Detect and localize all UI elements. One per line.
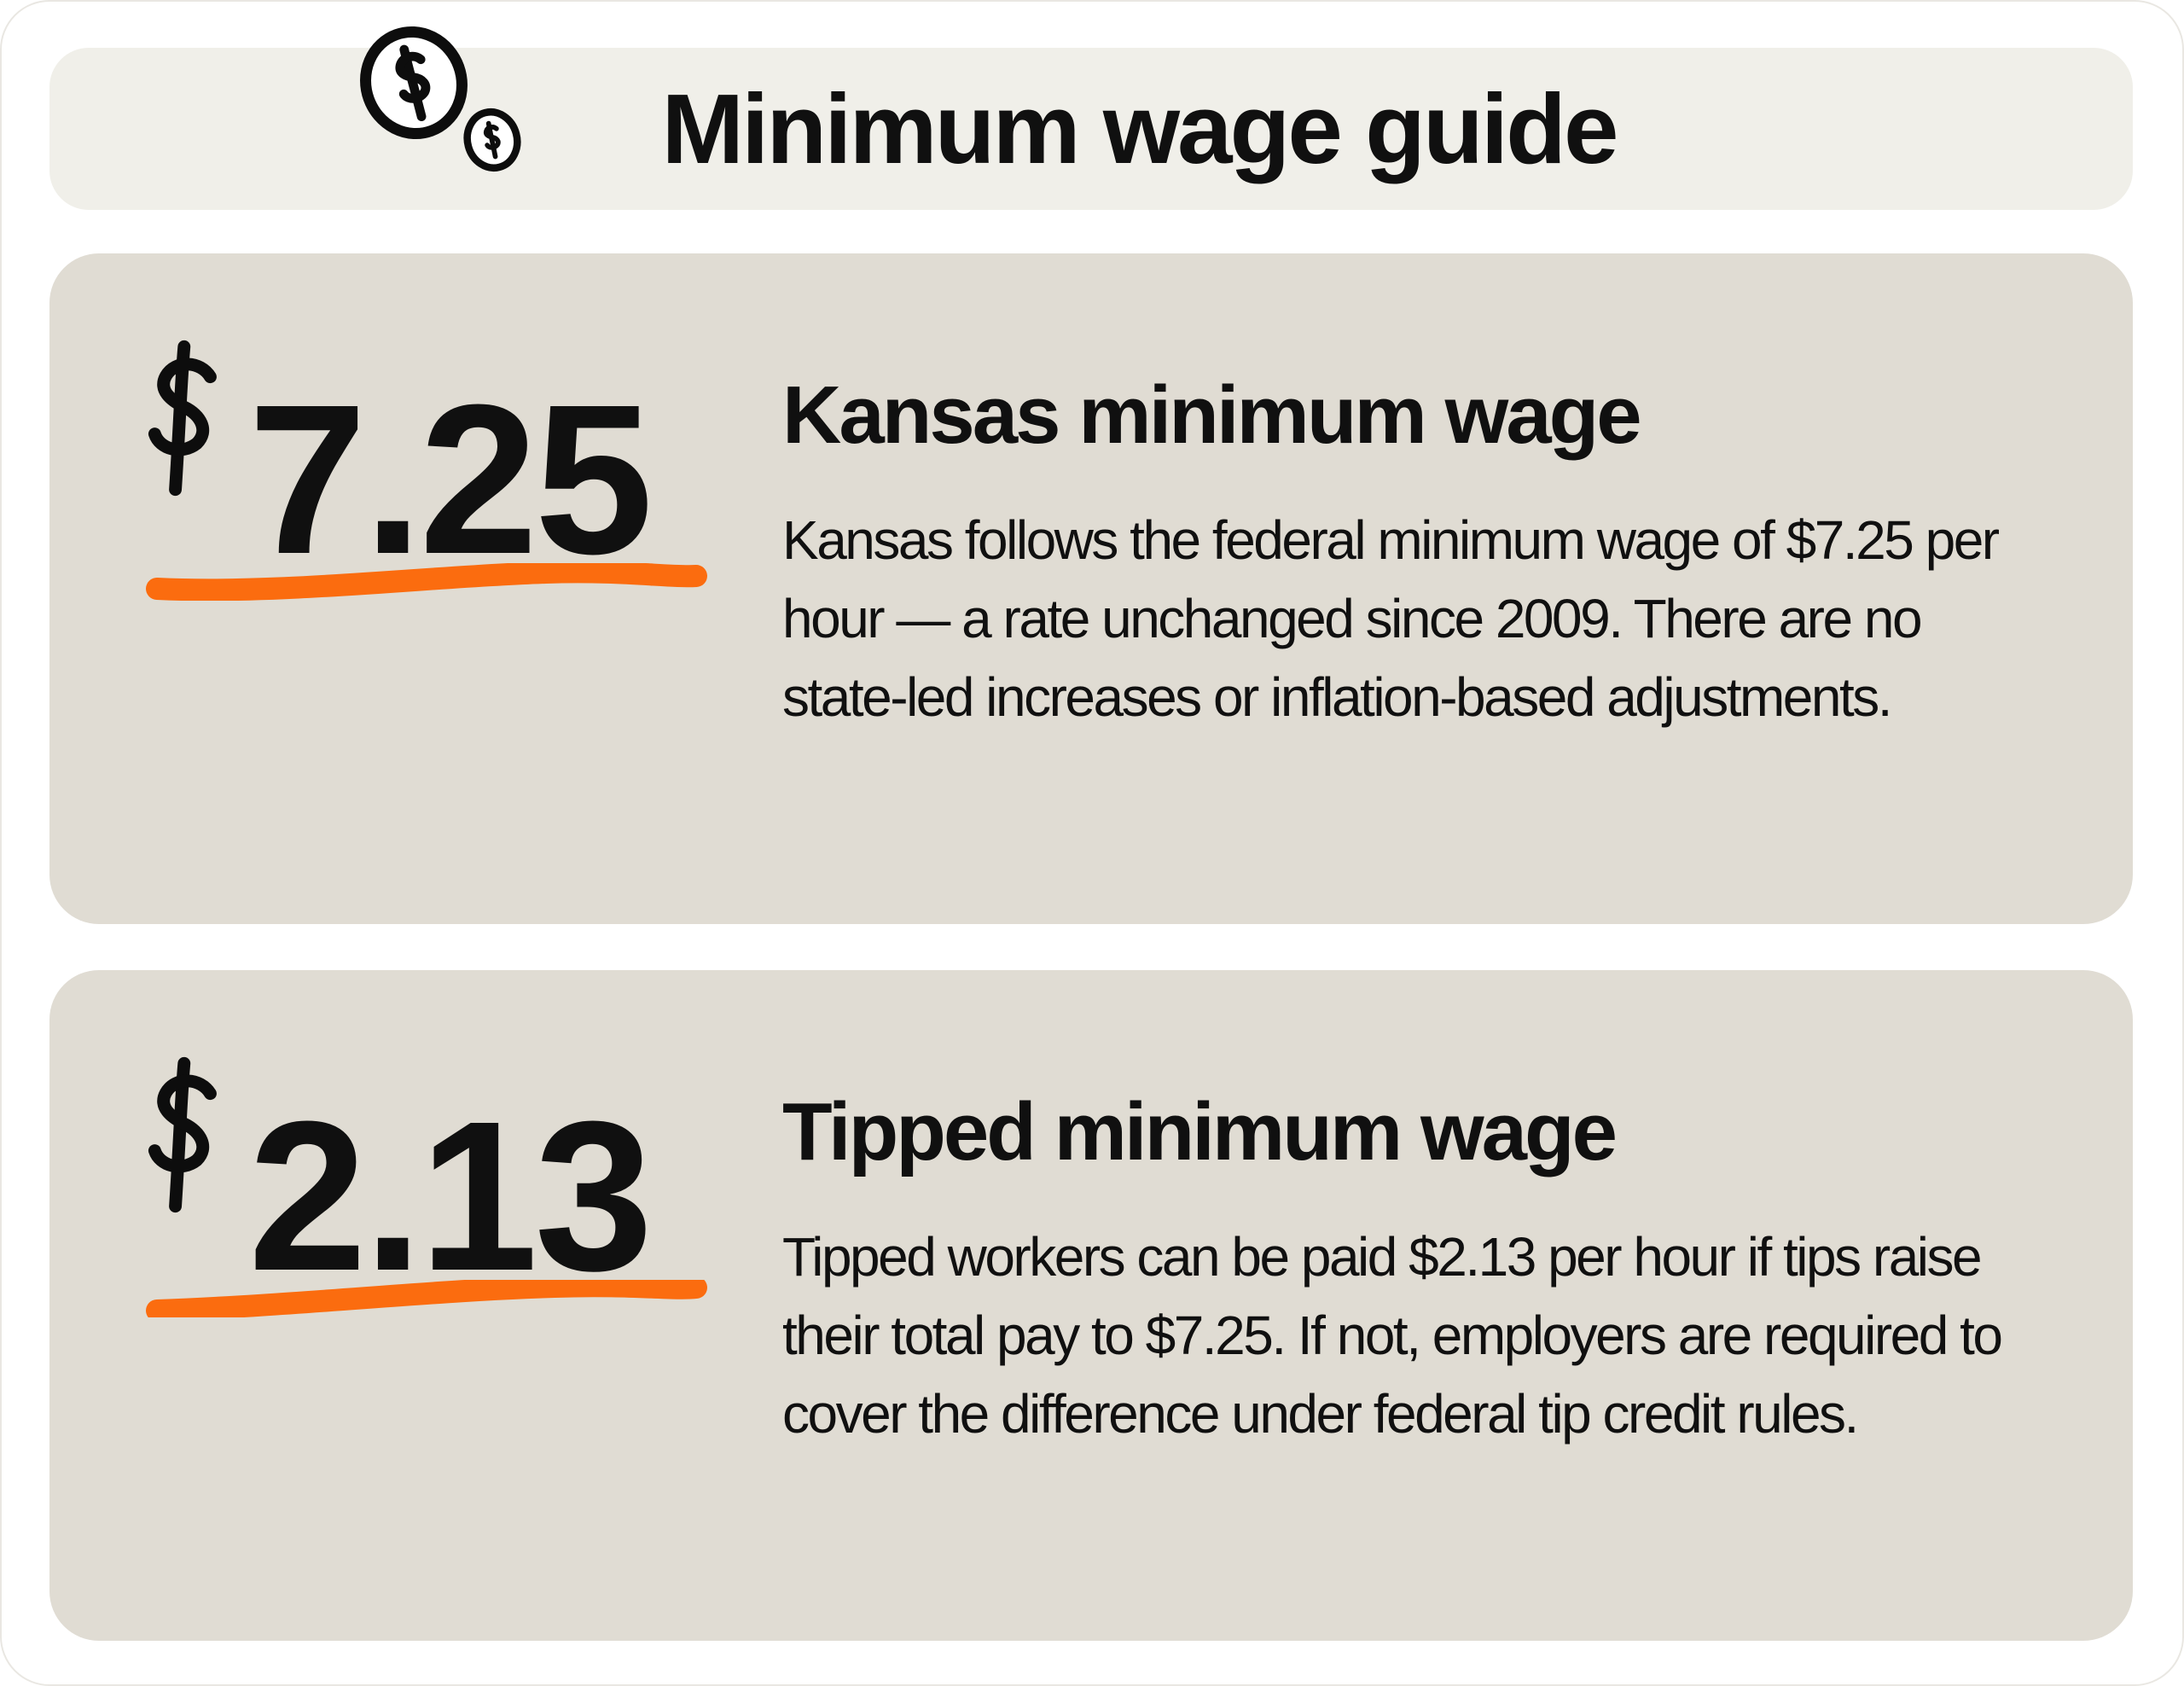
amount-kansas: 7.25: [134, 339, 653, 598]
amount-value: 7.25: [248, 360, 653, 598]
card-body-text: Kansas follows the federal minimum wage …: [782, 509, 2000, 728]
amount-value: 2.13: [248, 1077, 653, 1315]
card-title: Kansas minimum wage: [782, 369, 1642, 461]
card-title: Tipped minimum wage: [782, 1086, 1618, 1177]
header-bar: Minimum wage guide: [49, 26, 2133, 210]
dollar-sign-icon: [148, 340, 217, 497]
dollar-sign-icon: [148, 1056, 217, 1213]
orange-underline-stroke: [146, 1280, 707, 1317]
dollar-coin-icon: [360, 26, 468, 140]
amount-tipped: 2.13: [134, 1055, 653, 1315]
card-body-text: Tipped workers can be paid $2.13 per hou…: [782, 1226, 2003, 1445]
card-kansas-minimum-wage: 7.25 Kansas minimum wage Kansas follows …: [49, 253, 2133, 924]
orange-underline-stroke: [146, 563, 707, 601]
card-tipped-minimum-wage: 2.13 Tipped minimum wage Tipped workers …: [49, 970, 2133, 1641]
dollar-coin-small-icon: [463, 108, 521, 172]
dollar-coins-icon: [360, 26, 521, 172]
page-title: Minimum wage guide: [661, 73, 1619, 184]
